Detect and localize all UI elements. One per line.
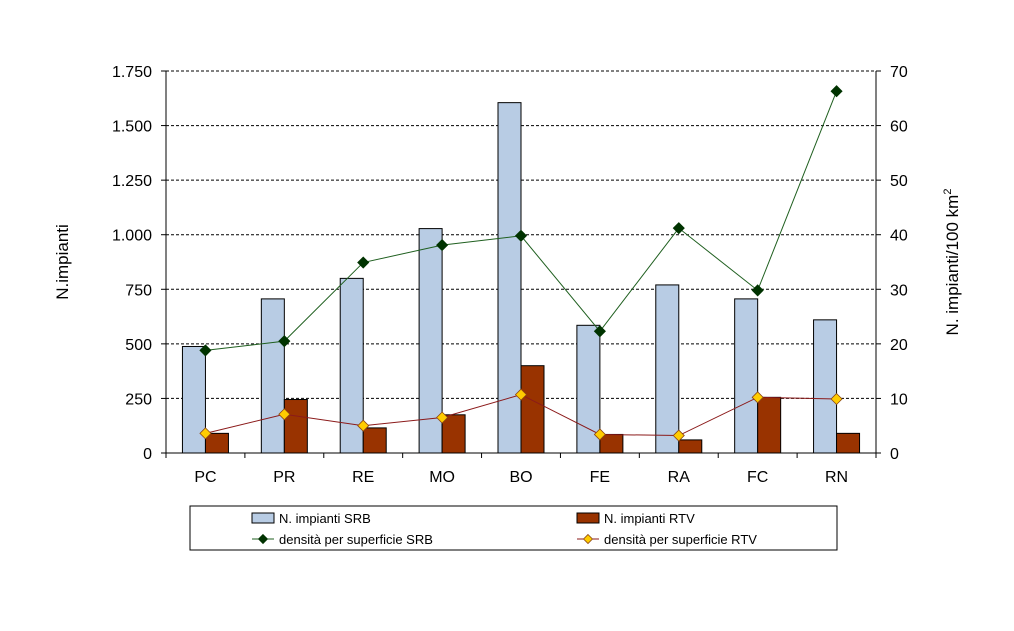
bar-rtv	[362, 427, 387, 454]
bar-srb	[813, 319, 838, 454]
y-tick-label: 1.500	[112, 119, 152, 136]
bar-rtv	[204, 432, 229, 454]
legend-label: densità per superficie SRB	[279, 532, 433, 547]
x-tick-label: RN	[825, 469, 848, 486]
y2-tick-label: 70	[890, 64, 908, 81]
marker-rtv-density	[436, 411, 449, 424]
marker-srb-density	[357, 256, 370, 269]
legend-label: densità per superficie RTV	[604, 532, 757, 547]
y2-tick-label: 30	[890, 282, 908, 299]
y2-tick-label: 10	[890, 391, 908, 408]
bar-srb	[655, 284, 680, 454]
marker-rtv-density	[278, 408, 291, 421]
marker-srb-density	[278, 335, 291, 348]
marker-rtv-density	[514, 388, 528, 401]
y2-tick-label: 40	[890, 228, 908, 245]
bar-rtv	[520, 365, 545, 454]
marker-rtv-density	[751, 391, 764, 404]
y2-tick-label: 60	[890, 119, 908, 136]
legend-marker	[257, 533, 269, 545]
marker-srb-density	[672, 222, 685, 235]
line-layer	[199, 85, 843, 442]
y-tick-label: 0	[143, 446, 152, 463]
marker-rtv-density	[672, 429, 685, 442]
x-tick-label: MO	[429, 469, 455, 486]
y-axis-title: N.impianti	[53, 224, 72, 300]
marker-srb-density	[751, 284, 764, 297]
marker-rtv-density	[830, 392, 843, 406]
y-tick-label: 1.250	[112, 173, 152, 190]
x-tick-label: BO	[509, 469, 532, 486]
x-tick-label: PR	[273, 469, 295, 486]
marker-srb-density	[593, 325, 606, 338]
legend-swatch	[576, 512, 600, 524]
marker-srb-density	[199, 344, 212, 357]
y-tick-label: 250	[125, 391, 152, 408]
legend-swatch	[251, 512, 275, 524]
legend-marker	[582, 533, 594, 545]
legend: N. impianti SRB N. impianti RTV densità pe…	[189, 505, 838, 551]
marker-rtv-density	[357, 419, 370, 432]
bar-rtv	[441, 414, 466, 454]
bar-rtv	[757, 396, 782, 454]
bar-srb	[181, 345, 206, 454]
bar-layer	[181, 102, 861, 454]
bar-rtv	[599, 433, 624, 454]
marker-rtv-density	[593, 428, 606, 441]
y2-axis-title-main: N. impianti/100 km	[943, 195, 962, 336]
bar-srb	[260, 298, 285, 454]
bar-rtv	[283, 399, 308, 454]
marker-rtv-density	[199, 427, 212, 440]
y-tick-label: 500	[125, 337, 152, 354]
y2-tick-label: 20	[890, 337, 908, 354]
marker-srb-density	[514, 229, 528, 242]
y-tick-label: 750	[125, 282, 152, 299]
y-tick-label: 1.750	[112, 64, 152, 81]
marker-srb-density	[436, 239, 449, 252]
y-tick-label: 1.000	[112, 228, 152, 245]
marker-srb-density	[830, 85, 843, 98]
y2-tick-label: 0	[890, 446, 899, 463]
x-tick-label: RA	[668, 469, 691, 486]
axis-layer	[161, 70, 881, 458]
legend-label: N. impianti SRB	[279, 511, 371, 526]
legend-box	[189, 505, 838, 551]
tick-layer: 0 250 500 750 1.000 1.250 1.500 1.750 0 10 20 30 40 5…	[112, 64, 908, 486]
bar-rtv	[678, 439, 703, 454]
y2-tick-label: 50	[890, 173, 908, 190]
x-tick-label: FC	[747, 469, 768, 486]
y2-axis-title: N. impianti/100 km2	[942, 189, 962, 336]
x-tick-label: FE	[590, 469, 610, 486]
x-tick-label: PC	[194, 469, 216, 486]
x-tick-label: RE	[352, 469, 374, 486]
bar-rtv	[836, 432, 861, 454]
legend-items: N. impianti SRB N. impianti RTV densità pe…	[251, 511, 757, 547]
legend-label: N. impianti RTV	[604, 511, 695, 526]
y2-axis-title-superscript: 2	[942, 189, 954, 195]
bar-srb	[734, 298, 759, 454]
